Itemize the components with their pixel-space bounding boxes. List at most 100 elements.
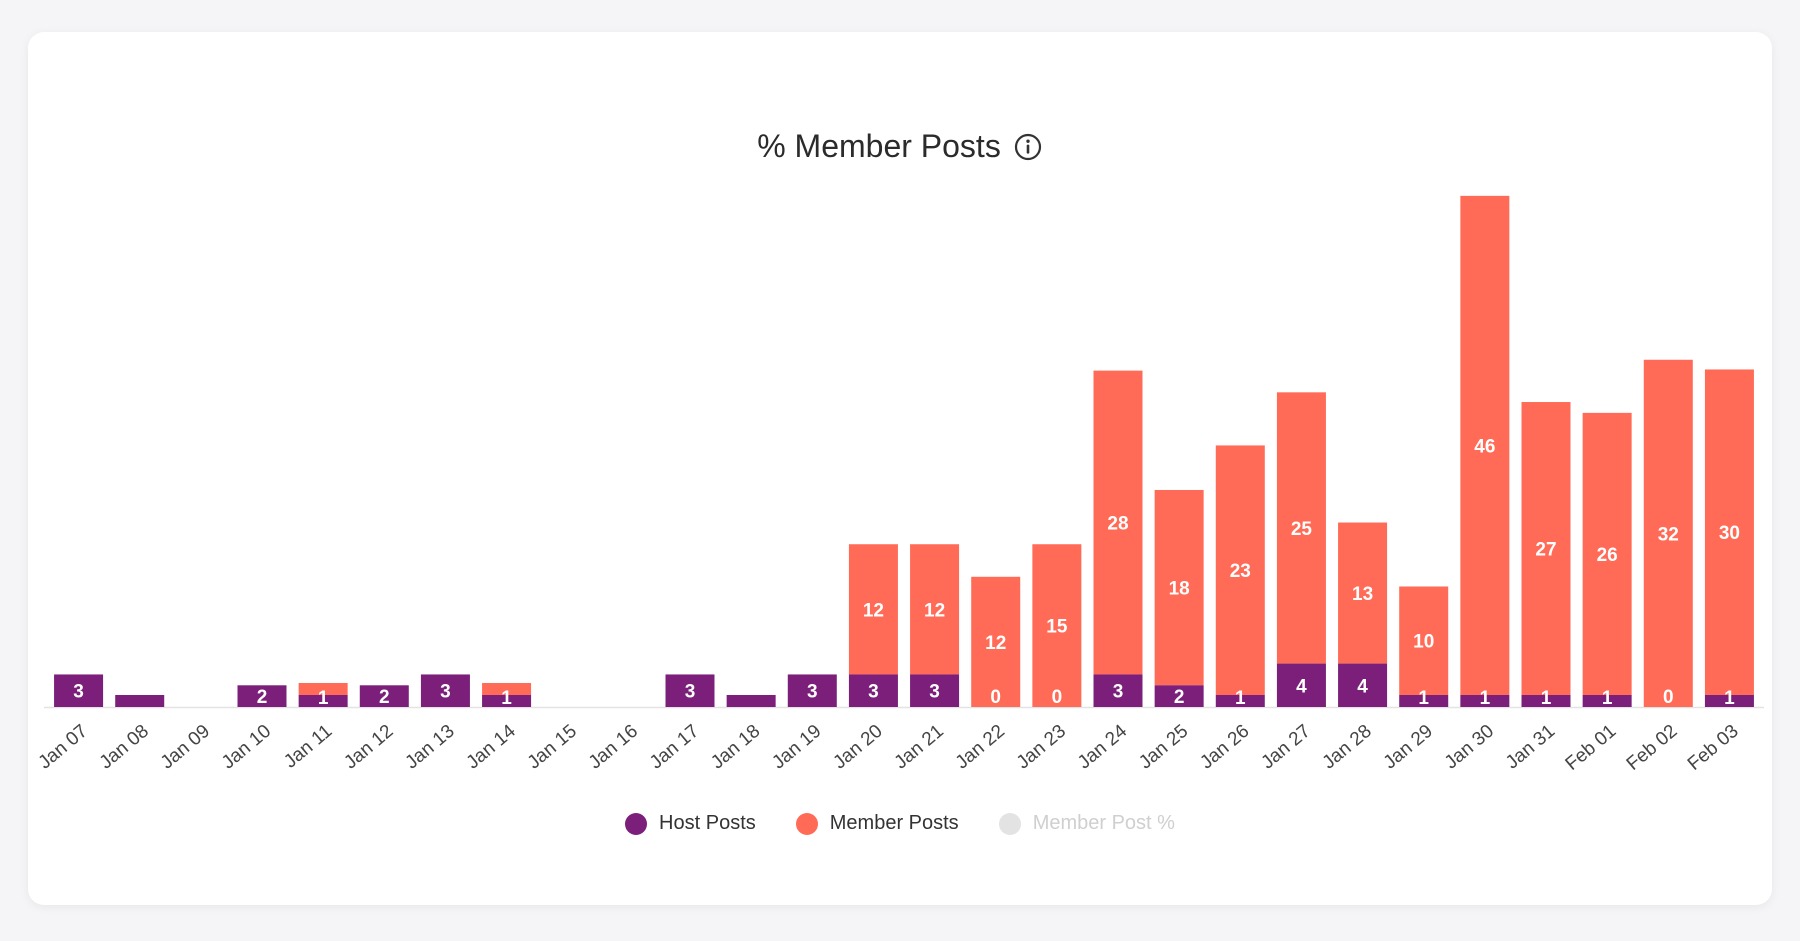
host-posts-bar[interactable] — [298, 695, 348, 707]
x-tick-label: Feb 02 — [1623, 721, 1682, 775]
host-posts-value-label: 2 — [379, 687, 390, 708]
host-posts-bar[interactable] — [237, 685, 287, 707]
member-posts-value-label: 12 — [863, 600, 884, 621]
host-posts-value-label: 1 — [501, 688, 512, 709]
host-posts-bar[interactable] — [420, 674, 470, 707]
host-posts-bar[interactable] — [910, 674, 960, 707]
host-posts-value-label: 3 — [1113, 682, 1124, 703]
x-tick-label: Jan 30 — [1441, 721, 1498, 774]
chart-legend: Host Posts Member Posts Member Post % — [0, 812, 1800, 835]
host-posts-bar[interactable] — [1338, 663, 1388, 707]
member-posts-bar[interactable] — [1276, 392, 1326, 664]
host-posts-bar[interactable] — [848, 674, 898, 707]
host-posts-value-label: 1 — [1235, 688, 1246, 709]
member-posts-value-label: 10 — [1413, 632, 1434, 653]
member-posts-value-label: 26 — [1597, 545, 1618, 566]
x-tick-label: Feb 03 — [1684, 721, 1743, 775]
member-posts-value-label: 32 — [1658, 524, 1679, 545]
member-posts-value-label: 18 — [1169, 579, 1190, 600]
member-posts-value-label: 12 — [924, 600, 945, 621]
chart-title: % Member Posts — [757, 128, 1001, 164]
member-posts-bar[interactable] — [1093, 370, 1143, 675]
x-tick-label: Jan 28 — [1319, 721, 1376, 774]
host-posts-bar[interactable] — [482, 695, 532, 707]
legend-label: Host Posts — [659, 812, 756, 834]
host-posts-bar[interactable] — [665, 674, 715, 707]
host-posts-bar[interactable] — [1399, 695, 1449, 707]
member-posts-bar[interactable] — [482, 683, 532, 695]
x-tick-label: Jan 15 — [524, 721, 581, 774]
x-tick-label: Jan 16 — [585, 721, 642, 774]
x-tick-label: Jan 09 — [157, 721, 214, 774]
member-posts-bar[interactable] — [1704, 369, 1754, 695]
x-tick-label: Jan 12 — [340, 721, 397, 774]
host-posts-value-label: 3 — [73, 682, 84, 703]
legend-item[interactable]: Host Posts — [625, 812, 756, 835]
x-tick-label: Jan 31 — [1502, 721, 1559, 774]
host-posts-bar[interactable] — [1093, 674, 1143, 707]
member-posts-value-label: 23 — [1230, 561, 1251, 582]
host-posts-bar[interactable] — [1460, 695, 1510, 707]
host-posts-bar[interactable] — [115, 695, 165, 707]
host-posts-bar[interactable] — [1704, 695, 1754, 707]
x-tick-label: Jan 11 — [280, 721, 336, 773]
member-posts-bar[interactable] — [1154, 489, 1204, 686]
x-tick-label: Jan 17 — [646, 721, 703, 774]
x-tick-label: Jan 07 — [35, 721, 92, 774]
host-posts-bar[interactable] — [1582, 695, 1632, 707]
info-icon[interactable] — [1013, 132, 1043, 162]
legend-item[interactable]: Member Post % — [998, 812, 1175, 835]
host-posts-value-label: 1 — [318, 688, 329, 709]
member-posts-bar[interactable] — [1338, 522, 1388, 664]
host-posts-value-label: 2 — [257, 687, 268, 708]
x-tick-label: Jan 13 — [401, 721, 458, 774]
host-posts-value-label: 1 — [1541, 688, 1552, 709]
host-posts-value-label: 3 — [440, 682, 451, 703]
host-posts-bar[interactable] — [1215, 695, 1265, 707]
x-tick-label: Jan 23 — [1013, 721, 1070, 774]
x-tick-label: Jan 21 — [891, 721, 948, 774]
member-posts-bar[interactable] — [1582, 412, 1632, 695]
host-posts-value-label: 3 — [929, 682, 940, 703]
host-posts-bar[interactable] — [787, 674, 837, 707]
host-posts-bar[interactable] — [54, 674, 104, 707]
member-posts-bar[interactable] — [910, 544, 960, 675]
x-tick-label: Jan 25 — [1135, 721, 1192, 774]
host-posts-bar[interactable] — [1276, 663, 1326, 707]
x-tick-label: Jan 19 — [768, 721, 825, 774]
legend-swatch — [795, 812, 818, 835]
host-posts-value-label: 3 — [868, 682, 879, 703]
member-posts-value-label: 46 — [1474, 436, 1495, 457]
host-posts-value-label: 4 — [1357, 676, 1368, 697]
host-posts-bar[interactable] — [1521, 695, 1571, 707]
legend-item[interactable]: Member Posts — [795, 812, 959, 835]
x-tick-label: Jan 20 — [829, 721, 886, 774]
member-posts-bar[interactable] — [1460, 195, 1510, 695]
legend-label: Member Post % — [1032, 812, 1175, 834]
member-posts-bar[interactable] — [1521, 402, 1571, 695]
x-tick-label: Feb 01 — [1562, 721, 1621, 775]
member-posts-value-label: 25 — [1291, 519, 1313, 540]
host-posts-value-label: 3 — [807, 682, 818, 703]
member-posts-bar[interactable] — [298, 683, 348, 695]
legend-swatch — [625, 812, 648, 835]
member-posts-value-label: 28 — [1107, 514, 1128, 535]
x-tick-label: Jan 22 — [952, 721, 1009, 774]
legend-swatch — [998, 812, 1021, 835]
host-posts-bar[interactable] — [359, 685, 409, 707]
x-tick-label: Jan 14 — [463, 720, 521, 773]
member-posts-bar[interactable] — [1643, 359, 1693, 707]
member-posts-bar[interactable] — [1032, 544, 1082, 707]
x-tick-label: Jan 27 — [1257, 721, 1314, 774]
x-tick-label: Jan 10 — [218, 721, 275, 774]
x-tick-label: Jan 26 — [1196, 721, 1253, 774]
member-posts-bar[interactable] — [1215, 445, 1265, 695]
host-posts-value-label: 1 — [1418, 688, 1429, 709]
member-posts-bar[interactable] — [1399, 586, 1449, 695]
host-posts-bar[interactable] — [726, 695, 776, 707]
chart-header: % Member Posts — [0, 128, 1800, 165]
member-posts-bar[interactable] — [848, 544, 898, 675]
host-posts-value-label: 2 — [1174, 687, 1185, 708]
member-posts-bar[interactable] — [971, 576, 1021, 707]
host-posts-bar[interactable] — [1154, 685, 1204, 707]
